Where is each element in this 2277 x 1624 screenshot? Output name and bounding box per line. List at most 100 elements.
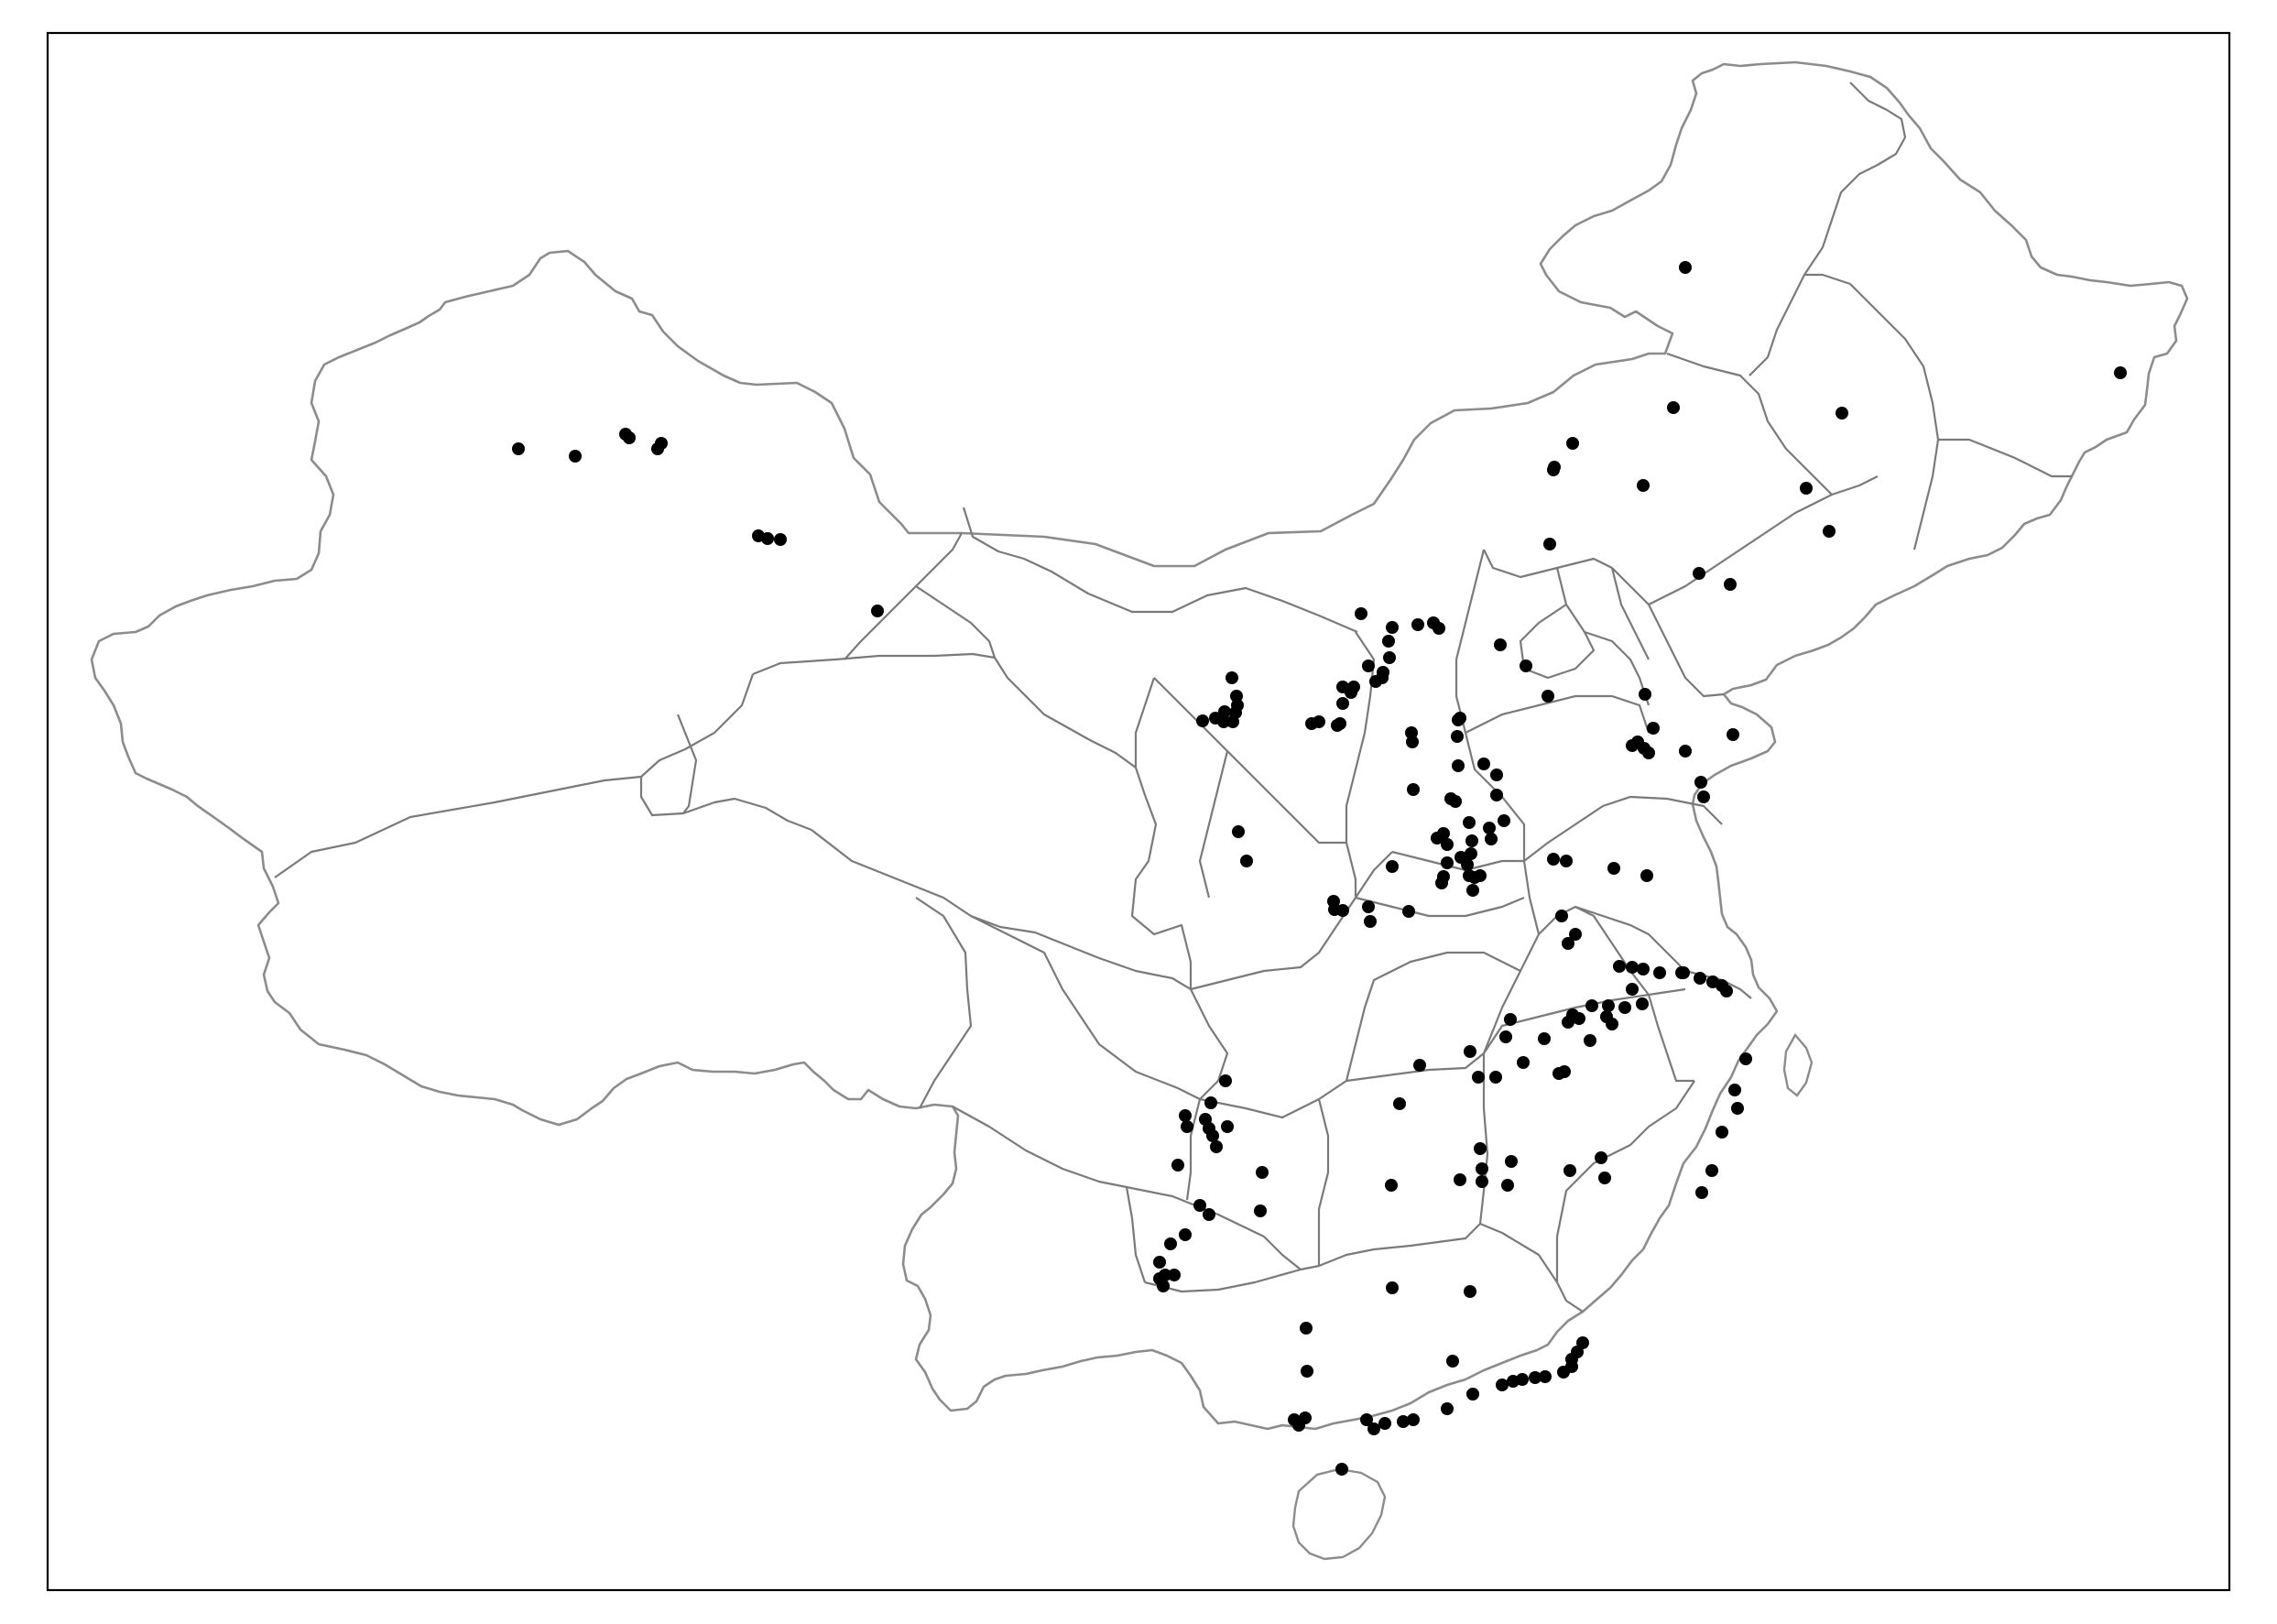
site-point — [1637, 963, 1650, 975]
site-point — [1563, 1164, 1576, 1177]
site-point — [1720, 985, 1733, 997]
site-point — [1230, 690, 1243, 703]
province-boundary — [1555, 1080, 1695, 1282]
site-point — [1516, 1373, 1529, 1386]
site-point — [569, 450, 582, 463]
province-boundary — [1465, 694, 1651, 734]
site-point — [1490, 789, 1503, 801]
site-point — [1474, 1142, 1487, 1155]
site-point — [1694, 972, 1706, 985]
site-point — [1494, 638, 1507, 651]
taiwan-island — [1782, 1032, 1814, 1097]
site-point — [1256, 1166, 1269, 1179]
site-point — [1823, 525, 1836, 538]
site-point — [1437, 827, 1450, 840]
site-point — [1171, 1159, 1184, 1172]
site-point — [1376, 671, 1389, 684]
site-point — [1386, 621, 1399, 634]
site-point — [1203, 1122, 1215, 1135]
site-point — [1697, 790, 1710, 803]
province-boundary — [962, 507, 1358, 634]
site-point — [1153, 1256, 1166, 1269]
site-point — [1727, 728, 1739, 741]
site-point — [1539, 1370, 1552, 1383]
site-point — [1679, 261, 1692, 274]
site-point — [1613, 960, 1626, 973]
site-point — [1677, 966, 1690, 979]
site-point — [1451, 730, 1464, 743]
province-boundary — [1803, 82, 1907, 276]
site-points-layer — [512, 261, 2127, 1476]
site-point — [1209, 712, 1222, 725]
site-point — [1464, 1045, 1476, 1058]
province-boundary — [1647, 994, 1694, 1083]
site-point — [1477, 758, 1490, 770]
site-point — [1221, 1120, 1234, 1133]
site-point — [1299, 1411, 1312, 1424]
site-point — [1693, 567, 1705, 580]
site-point — [1313, 715, 1325, 728]
site-point — [1179, 1228, 1192, 1241]
site-point — [1452, 759, 1465, 772]
site-point — [1490, 768, 1503, 781]
site-point — [774, 533, 787, 546]
site-point — [1547, 463, 1560, 476]
province-boundary — [1355, 896, 1525, 918]
site-point — [1226, 671, 1238, 684]
site-point — [1543, 538, 1556, 550]
site-point — [1210, 1140, 1223, 1153]
site-point — [1433, 622, 1445, 635]
site-point — [1466, 884, 1479, 897]
province-boundary — [994, 657, 1193, 989]
province-boundary — [1479, 1222, 1584, 1313]
site-point — [1595, 1151, 1607, 1164]
province-boundary — [1199, 1052, 1485, 1119]
site-point — [1444, 792, 1457, 805]
site-point — [1538, 1032, 1551, 1045]
province-boundary — [752, 652, 996, 676]
province-boundary — [639, 673, 812, 832]
site-point — [1196, 714, 1209, 727]
site-point — [1405, 726, 1418, 739]
site-point — [1441, 856, 1454, 869]
site-point — [1520, 659, 1532, 672]
site-point — [1694, 776, 1707, 789]
boundary-layer — [90, 60, 2189, 1561]
site-point — [1555, 910, 1568, 922]
site-point — [1454, 1173, 1466, 1186]
province-boundary — [1938, 438, 2072, 478]
hainan-island — [1291, 1467, 1387, 1561]
site-point — [1800, 482, 1813, 495]
site-point — [1465, 834, 1478, 847]
site-point — [1552, 1067, 1565, 1080]
site-point — [1378, 1417, 1391, 1430]
site-point — [1466, 1388, 1479, 1401]
site-point — [1485, 833, 1498, 845]
site-point — [1606, 1018, 1618, 1030]
province-boundary — [1749, 273, 1940, 550]
site-point — [1472, 1071, 1485, 1084]
site-point — [1474, 869, 1487, 882]
site-point — [1355, 607, 1367, 620]
site-point — [1626, 983, 1639, 996]
site-point — [2114, 366, 2127, 379]
site-point — [1584, 1034, 1596, 1047]
site-point — [1446, 1355, 1459, 1368]
site-point — [623, 431, 636, 444]
site-point — [1626, 961, 1639, 974]
province-boundary — [915, 897, 973, 1109]
site-point — [1385, 1179, 1398, 1192]
site-point — [1483, 822, 1496, 834]
site-point — [1739, 1052, 1752, 1065]
province-boundary — [1482, 905, 1650, 1054]
site-point — [1476, 1162, 1488, 1175]
site-point — [1542, 690, 1554, 703]
province-boundary — [1345, 631, 1376, 898]
site-point — [1362, 900, 1375, 913]
province-boundary — [1226, 750, 1346, 845]
site-point — [1569, 928, 1582, 941]
province-boundary — [1574, 905, 1752, 999]
site-point — [1407, 783, 1420, 796]
site-point — [1402, 905, 1415, 918]
